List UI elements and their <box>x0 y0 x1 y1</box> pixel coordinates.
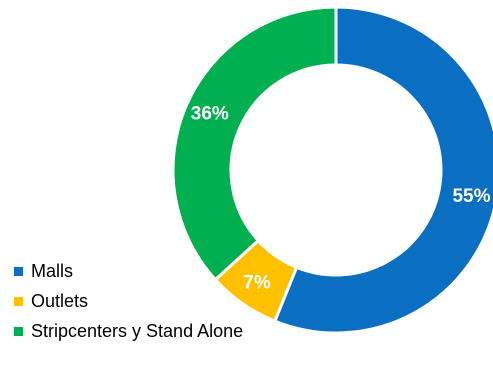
data-label-outlets: 7% <box>243 273 271 294</box>
legend-item-outlets: Outlets <box>14 286 314 316</box>
donut-slices <box>171 5 493 335</box>
legend-swatch-outlets <box>14 296 23 306</box>
legend-swatch-stripcenters <box>14 326 23 336</box>
legend-label-outlets: Outlets <box>31 290 89 311</box>
legend-item-malls: Malls <box>14 256 314 286</box>
legend-item-stripcenters: Stripcenters y Stand Alone <box>14 316 314 346</box>
data-label-malls: 55% <box>452 186 490 207</box>
legend-label-malls: Malls <box>31 260 74 281</box>
data-label-stripcenters: 36% <box>191 104 229 125</box>
donut-slice-malls <box>272 5 493 335</box>
chart-legend: Malls Outlets Stripcenters y Stand Alone <box>14 256 314 346</box>
legend-swatch-malls <box>14 266 23 276</box>
donut-slice-stripcenters <box>171 5 338 282</box>
legend-label-stripcenters: Stripcenters y Stand Alone <box>31 320 244 341</box>
donut-data-labels: 55% 7% 36% <box>191 104 491 294</box>
